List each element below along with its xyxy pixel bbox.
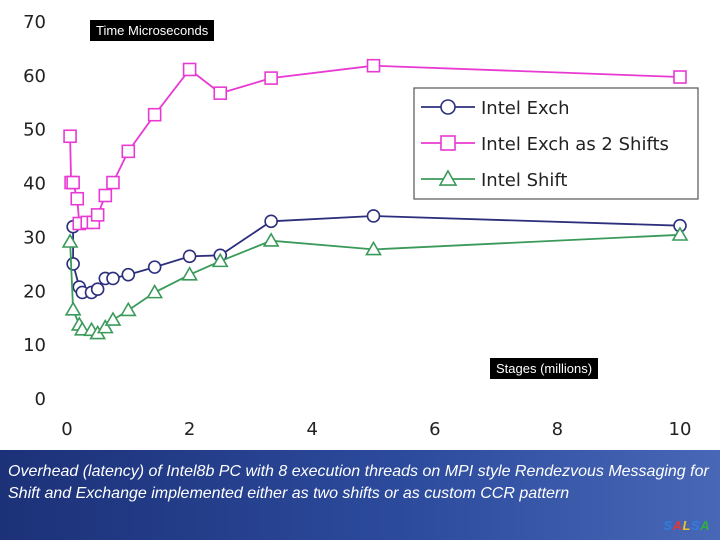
data-point-circle — [440, 99, 456, 115]
series-3 — [61, 226, 689, 340]
data-point-triangle — [96, 318, 114, 334]
data-point-square — [66, 175, 80, 190]
data-point-square — [182, 62, 197, 77]
y-tick-label: 70 — [23, 12, 46, 33]
data-point-square — [213, 86, 228, 100]
data-point-triangle — [146, 283, 164, 299]
caption-text: Overhead (latency) of Intel8b PC with 8 … — [8, 463, 709, 502]
data-point-square — [90, 208, 105, 222]
brand-logo: SALSA — [663, 518, 710, 533]
brand-letter: S — [690, 518, 701, 533]
data-point-triangle — [438, 169, 458, 186]
data-point-triangle — [64, 301, 82, 316]
x-axis-label-box: Stages (millions) — [490, 358, 599, 379]
data-point-circle — [182, 249, 197, 264]
x-tick-label: 0 — [61, 419, 72, 440]
data-point-triangle — [671, 226, 689, 241]
data-point-square — [440, 135, 456, 151]
legend-entry-label: Intel Exch as 2 Shifts — [481, 134, 669, 155]
brand-letter: A — [672, 518, 683, 533]
data-point-square — [98, 188, 113, 203]
y-tick-label: 30 — [23, 227, 46, 248]
brand-letter: A — [700, 518, 710, 533]
x-tick-label: 4 — [306, 419, 317, 440]
y-tick-label: 60 — [23, 66, 46, 87]
data-point-square — [673, 70, 687, 84]
x-tick-label: 6 — [429, 419, 440, 440]
data-point-triangle — [211, 252, 229, 268]
brand-letter: S — [663, 518, 673, 533]
x-tick-label: 10 — [669, 419, 692, 440]
data-point-circle — [366, 209, 381, 223]
legend-entry-label: Intel Shift — [481, 170, 567, 191]
y-tick-label: 10 — [23, 335, 46, 356]
chart-legend: Intel Exch Intel Exch as 2 Shifts Intel Sh… — [413, 87, 699, 200]
data-point-triangle — [181, 266, 198, 281]
data-point-square — [264, 71, 278, 85]
y-tick-label: 0 — [35, 389, 46, 410]
y-tick-label: 40 — [23, 174, 46, 195]
data-point-square — [106, 175, 120, 190]
x-tick-label: 2 — [184, 419, 195, 440]
data-point-triangle — [104, 311, 122, 326]
series-layer — [61, 58, 689, 340]
data-point-square — [63, 129, 77, 144]
data-point-circle — [264, 214, 278, 229]
y-axis-label-box: Time Microseconds — [90, 20, 215, 41]
data-point-square — [70, 191, 85, 206]
data-point-square — [366, 58, 381, 73]
series-2 — [63, 58, 687, 231]
caption-banner: Overhead (latency) of Intel8b PC with 8 … — [0, 450, 720, 540]
data-point-square — [147, 107, 162, 122]
data-point-triangle — [119, 301, 137, 317]
data-point-triangle — [365, 240, 382, 256]
data-point-circle — [121, 267, 136, 282]
axis-layer: 0 10 20 30 40 50 60 70 0 2 4 6 8 10 — [23, 12, 691, 440]
data-point-circle — [90, 282, 105, 297]
data-point-square — [121, 144, 136, 159]
data-point-circle — [147, 260, 162, 274]
y-tick-label: 20 — [23, 281, 46, 302]
data-point-triangle — [262, 232, 280, 247]
data-point-circle — [106, 271, 120, 286]
data-point-triangle — [61, 233, 79, 248]
legend-entry-label: Intel Exch — [481, 98, 570, 119]
data-point-circle — [66, 257, 80, 271]
brand-letter: L — [682, 518, 691, 533]
y-tick-label: 50 — [23, 120, 46, 141]
x-tick-label: 8 — [552, 419, 563, 440]
